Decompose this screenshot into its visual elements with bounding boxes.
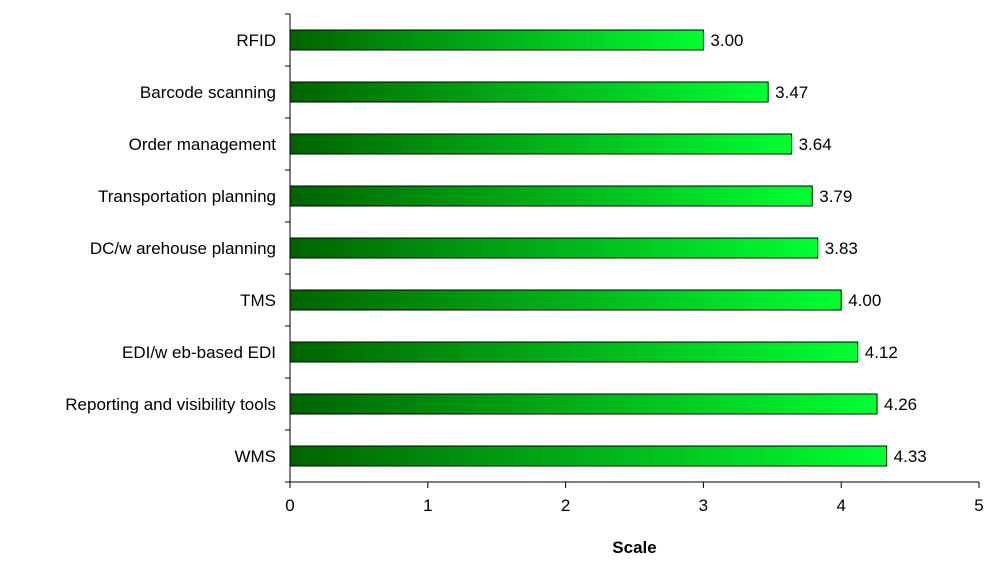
- bar-transportation-planning: [289, 185, 813, 207]
- data-label: 4.12: [865, 343, 898, 362]
- x-tick-label: 3: [699, 496, 708, 515]
- bar-dc-w-arehouse-planning: [289, 237, 819, 259]
- x-tick-label: 2: [561, 496, 570, 515]
- bar-edi-w-eb-based-edi: [289, 341, 859, 363]
- data-label: 3.00: [710, 31, 743, 50]
- category-label: Transportation planning: [98, 187, 276, 206]
- x-axis-title: Scale: [612, 538, 656, 557]
- data-label: 3.47: [775, 83, 808, 102]
- bar-rfid: [289, 29, 704, 51]
- data-label: 4.26: [884, 395, 917, 414]
- data-label: 3.83: [825, 239, 858, 258]
- bar-wms: [289, 445, 888, 467]
- category-label: Reporting and visibility tools: [65, 395, 276, 414]
- data-label: 3.64: [799, 135, 832, 154]
- category-label: TMS: [240, 291, 276, 310]
- x-tick-label: 4: [836, 496, 845, 515]
- bar-barcode-scanning: [289, 81, 769, 103]
- data-label: 4.00: [848, 291, 881, 310]
- data-label: 4.33: [894, 447, 927, 466]
- x-tick-label: 1: [423, 496, 432, 515]
- category-label: WMS: [234, 447, 276, 466]
- category-label: EDI/w eb-based EDI: [122, 343, 276, 362]
- category-label: Barcode scanning: [140, 83, 276, 102]
- category-label: RFID: [236, 31, 276, 50]
- bar-reporting-and-visibility-tools: [289, 393, 878, 415]
- category-label: Order management: [129, 135, 277, 154]
- category-label: DC/w arehouse planning: [90, 239, 276, 258]
- x-tick-label: 5: [974, 496, 983, 515]
- bar-order-management: [289, 133, 793, 155]
- data-label: 3.79: [819, 187, 852, 206]
- bar-tms: [289, 289, 842, 311]
- x-tick-label: 0: [285, 496, 294, 515]
